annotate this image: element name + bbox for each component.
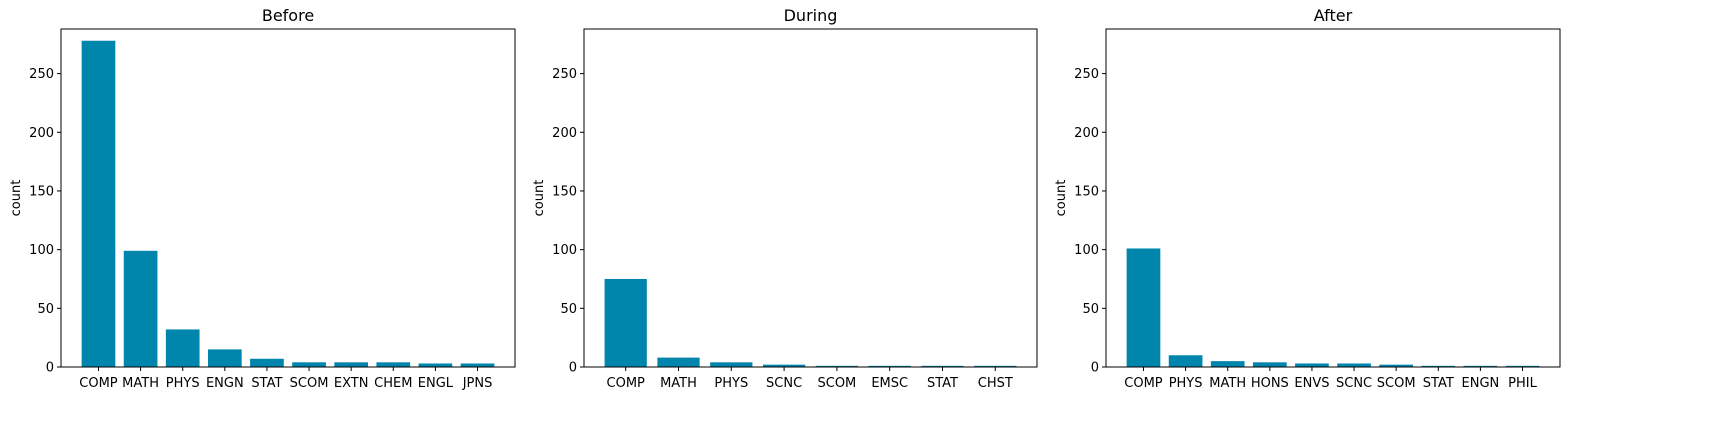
- axes-frame: [60, 28, 516, 368]
- y-tick-label: 50: [37, 302, 54, 317]
- x-tick-label: STAT: [251, 376, 282, 391]
- y-tick-label: 100: [1074, 243, 1099, 258]
- x-tick-label: MATH: [122, 376, 159, 391]
- x-tick-label: STAT: [1423, 376, 1454, 391]
- bar: [710, 362, 753, 367]
- bar: [1126, 248, 1161, 367]
- y-tick-label: 50: [1082, 302, 1099, 317]
- y-tick-label: 150: [29, 184, 54, 199]
- bar: [250, 358, 284, 367]
- bar: [81, 40, 116, 367]
- y-tick-label: 200: [552, 126, 577, 141]
- x-tick-label: COMP: [1124, 376, 1163, 391]
- x-tick-label: SCNC: [766, 376, 802, 391]
- bar: [1252, 362, 1287, 367]
- x-tick-label: MATH: [1209, 376, 1246, 391]
- x-tick-label: PHYS: [1169, 376, 1203, 391]
- axes-frame: [1105, 28, 1561, 368]
- x-tick-label: PHIL: [1508, 376, 1537, 391]
- x-tick-label: JPNS: [462, 376, 493, 391]
- y-tick-label: 100: [29, 243, 54, 258]
- y-tick-label: 150: [1074, 184, 1099, 199]
- bar: [762, 364, 806, 367]
- bar: [1379, 364, 1414, 367]
- x-tick-label: ENGN: [206, 376, 244, 391]
- x-tick-label: COMP: [607, 376, 646, 391]
- bar: [1210, 361, 1245, 367]
- chart-title: Before: [262, 6, 314, 25]
- y-tick-label: 100: [552, 243, 577, 258]
- y-tick-label: 250: [1074, 67, 1099, 82]
- subplot-after: After count 0 50 100 150 200 250 COMP PHYS MATH H…: [1054, 6, 1561, 391]
- bar: [1168, 355, 1203, 367]
- y-tick-label: 50: [560, 302, 577, 317]
- bar: [418, 363, 453, 367]
- y-tick-label: 250: [552, 67, 577, 82]
- x-tick-label: MATH: [660, 376, 697, 391]
- bar: [207, 349, 242, 367]
- y-tick-label: 250: [29, 67, 54, 82]
- bar: [604, 278, 647, 367]
- bar: [292, 362, 326, 367]
- bar: [974, 365, 1017, 367]
- bar: [1337, 363, 1371, 367]
- chart-title: After: [1314, 6, 1353, 25]
- x-tick-label: CHST: [978, 376, 1013, 391]
- subplot-before: Before count 0 50 100 150 200 250 COMP MATH PHYS…: [9, 6, 516, 391]
- y-tick-label: 150: [552, 184, 577, 199]
- x-tick-label: PHYS: [166, 376, 200, 391]
- x-tick-label: HONS: [1251, 376, 1289, 391]
- x-tick-label: PHYS: [714, 376, 748, 391]
- x-tick-label: CHEM: [374, 376, 412, 391]
- y-tick-label: 0: [46, 361, 54, 376]
- y-tick-label: 0: [1091, 361, 1099, 376]
- x-tick-label: SCNC: [1336, 376, 1372, 391]
- bar: [334, 362, 369, 367]
- x-tick-label: COMP: [79, 376, 118, 391]
- bar: [165, 329, 200, 367]
- chart-title: During: [784, 6, 838, 25]
- y-tick-label: 200: [1074, 126, 1099, 141]
- bar: [376, 362, 411, 367]
- x-tick-label: SCOM: [818, 376, 857, 391]
- x-tick-label: STAT: [927, 376, 958, 391]
- y-tick-label: 0: [569, 361, 577, 376]
- x-tick-label: ENGL: [418, 376, 454, 391]
- bar: [815, 365, 859, 367]
- bar: [657, 357, 700, 367]
- x-tick-label: SCOM: [290, 376, 329, 391]
- axes-frame: [583, 28, 1038, 368]
- y-tick-label: 200: [29, 126, 54, 141]
- bar: [1295, 363, 1329, 367]
- bar: [868, 365, 911, 367]
- y-axis-label: count: [9, 180, 24, 217]
- bar: [460, 363, 495, 367]
- bar: [1421, 365, 1456, 367]
- x-tick-label: EMSC: [871, 376, 908, 391]
- x-tick-label: SCOM: [1377, 376, 1416, 391]
- bar: [921, 365, 964, 367]
- y-axis-label: count: [532, 180, 547, 217]
- x-tick-label: ENVS: [1294, 376, 1329, 391]
- x-tick-label: ENGN: [1462, 376, 1500, 391]
- y-axis-label: count: [1054, 180, 1069, 217]
- bar: [1463, 365, 1498, 367]
- subplot-during: During count 0 50 100 150 200 250 COMP MATH PHYS…: [532, 6, 1038, 391]
- bar: [123, 250, 158, 367]
- bar: [1505, 365, 1540, 367]
- x-tick-label: EXTN: [334, 376, 369, 391]
